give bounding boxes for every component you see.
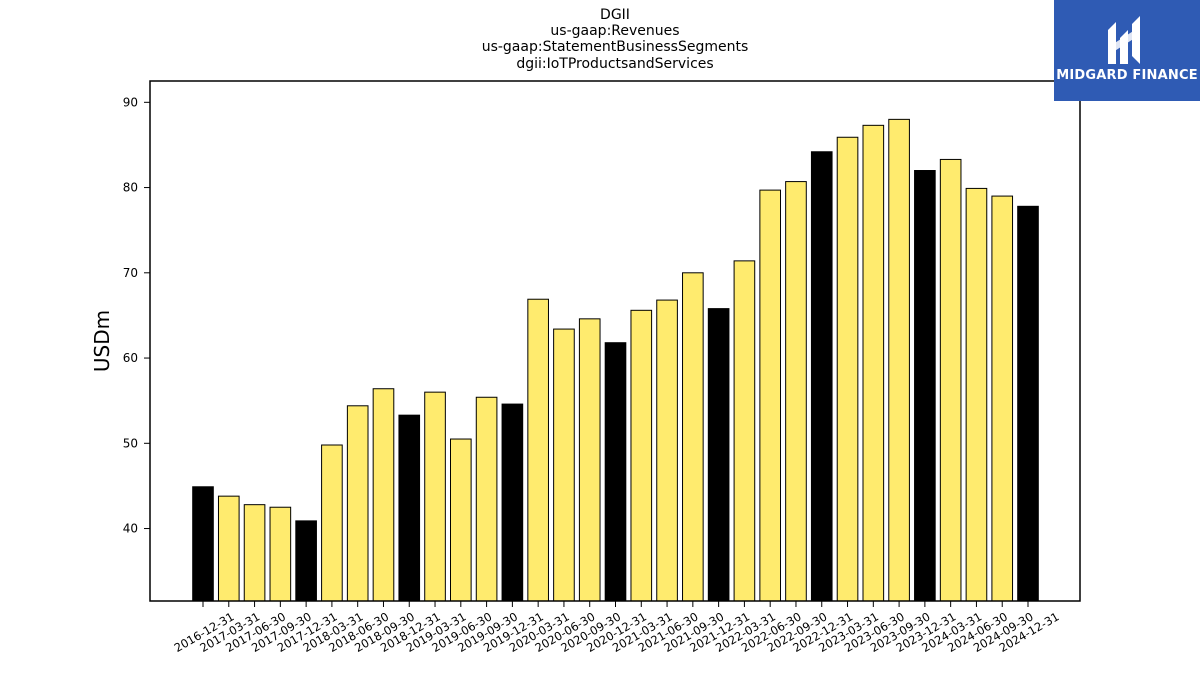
bar xyxy=(965,187,988,602)
y-axis-label: USDm xyxy=(90,310,114,372)
bar xyxy=(656,299,678,602)
y-tick-label: 40 xyxy=(123,522,138,536)
bar xyxy=(682,272,704,602)
bar xyxy=(269,506,292,602)
bar xyxy=(346,405,369,602)
bar xyxy=(295,520,317,602)
bar xyxy=(553,328,575,602)
bar xyxy=(475,396,498,602)
bar xyxy=(424,391,446,602)
bar xyxy=(604,342,627,602)
bar xyxy=(733,260,756,602)
bar xyxy=(501,403,524,602)
bar xyxy=(785,181,807,602)
bar xyxy=(398,414,421,602)
bar xyxy=(372,388,395,602)
bar xyxy=(527,298,549,602)
bar xyxy=(759,189,782,602)
bar xyxy=(192,486,214,602)
bar xyxy=(321,444,343,602)
chart-title-line-4: dgii:IoTProductsandServices xyxy=(516,56,714,72)
bar xyxy=(450,438,472,602)
logo-mark-icon xyxy=(1108,16,1140,64)
y-tick-label: 70 xyxy=(123,266,138,280)
bar xyxy=(914,170,936,602)
bar xyxy=(630,309,653,602)
bar xyxy=(888,118,910,602)
bar xyxy=(939,158,962,602)
chart-title-line-2: us-gaap:Revenues xyxy=(550,23,680,39)
bar xyxy=(578,318,601,602)
bar xyxy=(810,151,833,602)
y-tick-label: 90 xyxy=(123,95,138,109)
y-tick-label: 60 xyxy=(123,351,138,365)
bar xyxy=(836,136,859,602)
bar xyxy=(217,495,240,602)
bar xyxy=(862,124,885,602)
bar xyxy=(991,195,1014,602)
bar xyxy=(707,308,730,602)
chart-title-line-3: us-gaap:StatementBusinessSegments xyxy=(481,39,749,55)
brand-logo: MIDGARD FINANCE xyxy=(1054,0,1200,101)
y-tick-label: 50 xyxy=(123,436,138,450)
bar xyxy=(1017,205,1039,602)
chart-title-line-1: DGII xyxy=(600,7,630,23)
logo-text: MIDGARD FINANCE xyxy=(1056,68,1198,83)
bar xyxy=(243,504,266,602)
y-tick-label: 80 xyxy=(123,181,138,195)
